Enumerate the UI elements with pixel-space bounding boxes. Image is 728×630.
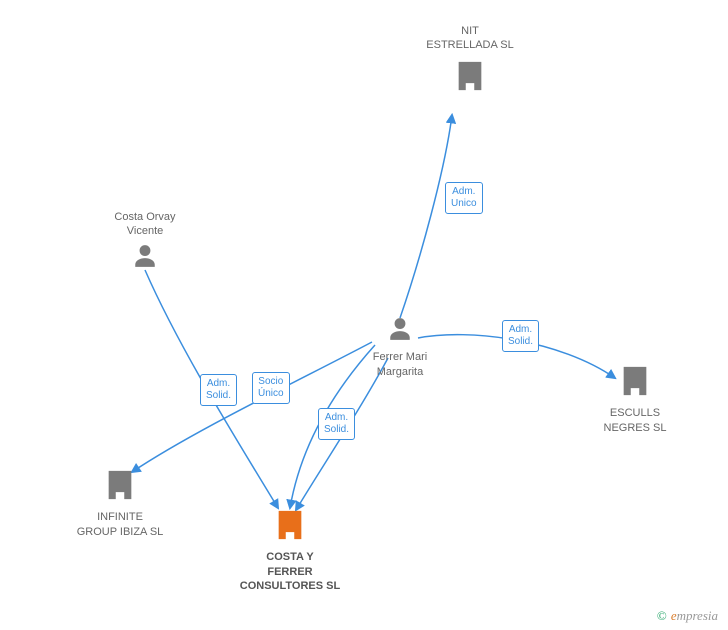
edge-ferrer-infinite [132, 342, 372, 472]
node-infinite[interactable]: INFINITE GROUP IBIZA SL [60, 468, 180, 539]
person-icon [350, 316, 450, 346]
building-icon [220, 508, 360, 546]
edge-label-adm-solid-2: Adm.Solid. [318, 408, 355, 440]
node-esculls[interactable]: ESCULLS NEGRES SL [580, 364, 690, 435]
node-ferrer-mari[interactable]: Ferrer Mari Margarita [350, 316, 450, 379]
node-costa-ferrer[interactable]: COSTA Y FERRER CONSULTORES SL [220, 508, 360, 593]
node-nit-estrellada[interactable]: NIT ESTRELLADA SL [410, 24, 530, 101]
node-label: COSTA Y FERRER CONSULTORES SL [220, 550, 360, 593]
edge-label-adm-unico: Adm.Unico [445, 182, 483, 214]
node-label: Costa Orvay Vicente [90, 210, 200, 239]
edge-label-socio-unico: SocioÚnico [252, 372, 290, 404]
node-label: Ferrer Mari Margarita [350, 350, 450, 379]
edge-label-adm-solid-1: Adm.Solid. [502, 320, 539, 352]
node-costa-orvay[interactable]: Costa Orvay Vicente [90, 210, 200, 277]
node-label: INFINITE GROUP IBIZA SL [60, 510, 180, 539]
person-icon [90, 243, 200, 273]
watermark: ©empresia [657, 608, 718, 624]
edge-label-adm-solid-3: Adm.Solid. [200, 374, 237, 406]
node-label: ESCULLS NEGRES SL [580, 406, 690, 435]
building-icon [580, 364, 690, 402]
node-label: NIT ESTRELLADA SL [410, 24, 530, 53]
edge-ferrer-nit [400, 115, 452, 318]
building-icon [60, 468, 180, 506]
copyright-icon: © [657, 608, 667, 623]
building-icon [410, 59, 530, 97]
